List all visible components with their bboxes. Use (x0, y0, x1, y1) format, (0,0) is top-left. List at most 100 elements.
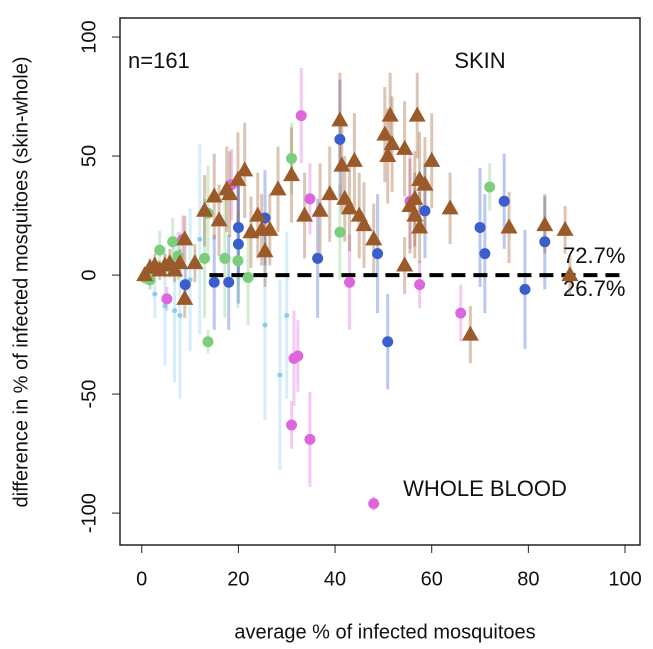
point (368, 498, 380, 510)
x-tick-label: 0 (136, 568, 147, 590)
point (152, 291, 158, 297)
point (345, 151, 363, 167)
point (196, 201, 214, 217)
x-tick-label: 20 (227, 568, 249, 590)
point (197, 236, 203, 242)
point (171, 254, 189, 270)
point (406, 189, 424, 205)
point (334, 226, 346, 238)
point (312, 252, 324, 264)
point (479, 248, 491, 260)
point (286, 152, 298, 164)
point (288, 352, 300, 364)
point (365, 230, 383, 246)
y-tick-label: -100 (78, 493, 100, 533)
point (167, 236, 179, 248)
plot-frame (119, 17, 641, 546)
point (396, 139, 414, 155)
point (408, 106, 426, 122)
y-axis-title: difference in % of infected mosquitoes (… (10, 57, 32, 508)
point (406, 206, 424, 222)
point (383, 135, 401, 151)
point (498, 195, 510, 207)
point (382, 336, 394, 348)
y-tick-label: 100 (78, 20, 100, 53)
x-tick-label: 60 (421, 568, 443, 590)
point (283, 166, 301, 182)
point (372, 248, 384, 260)
point (381, 106, 399, 122)
point (219, 252, 231, 264)
x-tick-label: 40 (324, 568, 346, 590)
point (232, 221, 244, 233)
point (321, 185, 339, 201)
point (162, 303, 168, 309)
point (455, 307, 467, 319)
point (311, 201, 329, 217)
x-axis-title: average % of infected mosquitoes (234, 621, 535, 643)
point (304, 433, 316, 445)
point (249, 206, 267, 222)
point (536, 216, 554, 232)
point (556, 220, 574, 236)
point (484, 181, 496, 193)
point (411, 218, 429, 234)
point (333, 156, 351, 172)
x-tick-label: 80 (517, 568, 539, 590)
point (376, 125, 394, 141)
point (341, 199, 359, 215)
point (396, 256, 414, 272)
y-tick-label: 50 (78, 145, 100, 167)
point (221, 185, 239, 201)
point (179, 279, 191, 291)
y-tick-label: -50 (78, 380, 100, 409)
annotation: 72.7% (563, 243, 625, 268)
y-tick-label: 0 (78, 270, 100, 281)
point (295, 110, 307, 122)
point (277, 372, 283, 378)
point (172, 308, 178, 314)
point (500, 218, 518, 234)
point (334, 133, 346, 145)
point (561, 266, 579, 282)
x-tick-label: 100 (608, 568, 641, 590)
point (186, 254, 204, 270)
annotation: WHOLE BLOOD (403, 476, 567, 501)
point (208, 276, 220, 288)
point (262, 322, 268, 328)
point (154, 244, 166, 256)
point (414, 279, 426, 291)
point (539, 236, 551, 248)
point (344, 276, 356, 288)
annotation: SKIN (454, 48, 505, 73)
point (286, 419, 298, 431)
point (269, 180, 287, 196)
point (229, 170, 247, 186)
point (379, 147, 397, 163)
point (461, 325, 479, 341)
point (232, 255, 244, 267)
point (236, 161, 254, 177)
point (304, 193, 316, 205)
point (419, 205, 431, 217)
annotation: n=161 (128, 48, 190, 73)
point (256, 242, 274, 258)
point (284, 313, 290, 319)
point (331, 111, 349, 127)
point (261, 220, 279, 236)
point (232, 238, 244, 250)
point (296, 206, 314, 222)
point (205, 187, 223, 203)
point (210, 211, 228, 227)
point (176, 230, 194, 246)
point (519, 283, 531, 295)
point (423, 151, 441, 167)
point (202, 336, 214, 348)
point (176, 289, 194, 305)
point (441, 199, 459, 215)
point (242, 271, 254, 283)
point (177, 313, 183, 319)
point (161, 293, 173, 305)
